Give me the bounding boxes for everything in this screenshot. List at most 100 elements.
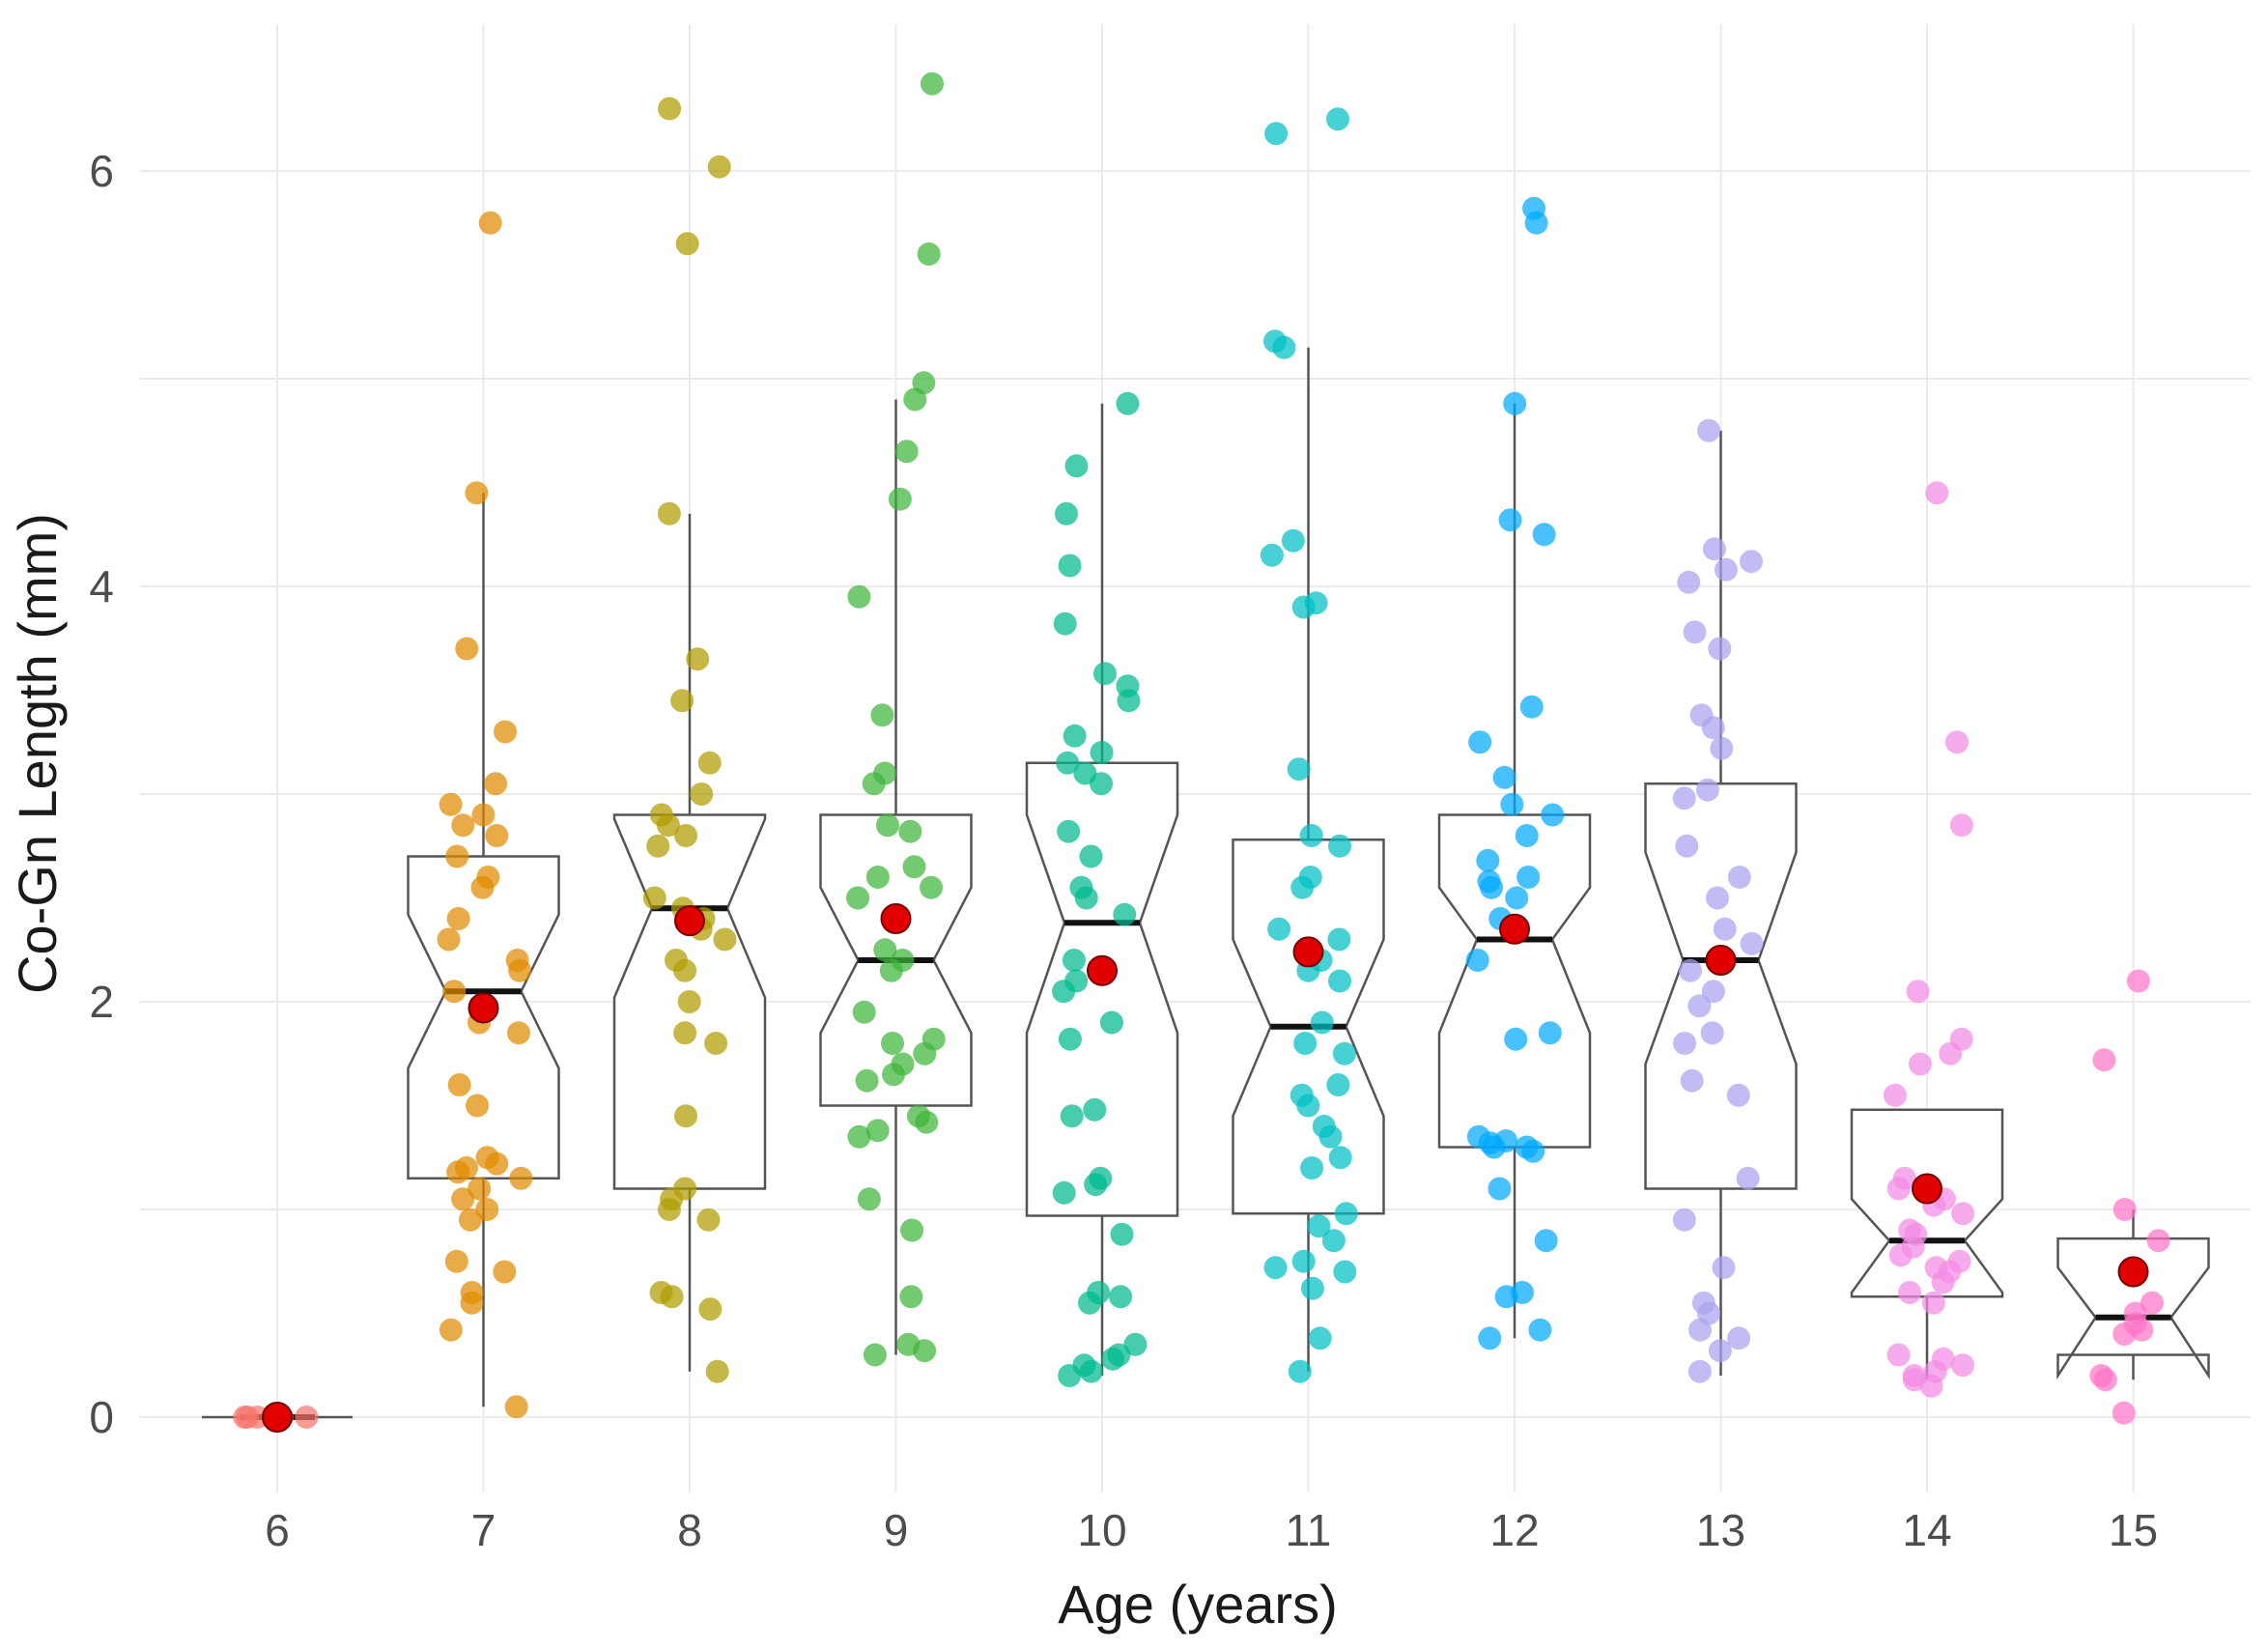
data-point xyxy=(1321,1229,1346,1253)
jitter-points-layer xyxy=(233,71,2170,1429)
data-point xyxy=(1310,1010,1334,1035)
data-point xyxy=(1482,1135,1506,1159)
x-tick-labels: 6 7 8 9 10 11 12 13 14 15 xyxy=(265,1505,2158,1555)
data-point xyxy=(920,71,944,96)
data-point xyxy=(846,886,870,910)
data-point xyxy=(660,1285,684,1309)
data-point xyxy=(446,907,470,930)
data-point xyxy=(2146,1229,2170,1253)
data-point xyxy=(1272,335,1296,359)
data-point xyxy=(670,689,695,713)
data-point xyxy=(1264,122,1289,146)
mean-markers-layer xyxy=(262,903,2149,1433)
data-point xyxy=(1517,866,1541,889)
data-point xyxy=(1123,1332,1148,1356)
data-point xyxy=(1675,834,1699,858)
data-point xyxy=(898,819,922,843)
data-point xyxy=(1944,730,1969,754)
data-point xyxy=(1498,508,1522,532)
data-point xyxy=(493,1260,517,1284)
data-point xyxy=(446,1160,470,1184)
data-point xyxy=(233,1406,257,1429)
data-point xyxy=(1710,736,1734,760)
data-point xyxy=(1090,772,1114,796)
data-point xyxy=(1950,1353,1974,1378)
data-point xyxy=(1673,1032,1697,1055)
data-point xyxy=(879,958,903,982)
data-point xyxy=(1333,1260,1357,1284)
data-point xyxy=(920,875,944,899)
data-point xyxy=(1524,211,1548,235)
data-point xyxy=(1300,1156,1324,1180)
data-point xyxy=(863,1343,887,1367)
data-point xyxy=(1267,917,1291,941)
data-point xyxy=(899,1285,923,1309)
y-axis-title: Co-Gn Length (mm) xyxy=(7,513,68,994)
data-point xyxy=(1287,757,1311,782)
data-point xyxy=(439,1318,463,1342)
data-point xyxy=(1064,454,1089,478)
data-point xyxy=(696,1208,721,1232)
data-point xyxy=(1695,778,1719,802)
data-point xyxy=(1672,786,1696,810)
data-point xyxy=(444,1249,468,1273)
data-point xyxy=(1327,927,1351,952)
data-point xyxy=(1101,1347,1125,1371)
data-point xyxy=(1503,391,1527,415)
data-point xyxy=(1888,1243,1913,1267)
data-point xyxy=(506,1021,530,1045)
data-point xyxy=(1906,980,1930,1004)
y-tick-label: 0 xyxy=(89,1392,114,1442)
x-axis-title: Age (years) xyxy=(1058,1574,1337,1635)
mean-marker xyxy=(1087,954,1118,986)
data-point xyxy=(1680,1068,1704,1093)
data-point xyxy=(458,1208,482,1232)
data-point xyxy=(1052,1180,1076,1205)
data-point xyxy=(1083,1097,1107,1122)
data-point xyxy=(1727,1326,1751,1350)
data-point xyxy=(1492,765,1517,789)
mean-marker xyxy=(468,992,499,1024)
data-point xyxy=(1326,1073,1350,1096)
data-point xyxy=(1057,819,1081,843)
data-point xyxy=(2093,1368,2117,1392)
data-point xyxy=(1058,554,1082,578)
data-point xyxy=(1886,1177,1911,1201)
data-point xyxy=(903,387,927,412)
data-point xyxy=(1740,931,1764,955)
data-point xyxy=(1325,107,1349,131)
data-point xyxy=(1886,1343,1911,1367)
data-point xyxy=(677,990,701,1013)
data-point xyxy=(1541,803,1565,827)
data-point xyxy=(508,958,532,982)
data-point xyxy=(873,938,897,962)
data-point xyxy=(704,1032,728,1055)
data-point xyxy=(1700,1021,1724,1045)
data-point xyxy=(2092,1048,2116,1072)
data-point xyxy=(913,1339,937,1363)
x-tick-label: 9 xyxy=(884,1505,909,1555)
mean-marker xyxy=(674,905,705,937)
data-point xyxy=(1494,1285,1518,1309)
data-point xyxy=(1708,637,1732,661)
data-point xyxy=(1687,1359,1712,1383)
data-point xyxy=(657,501,681,526)
data-point xyxy=(1291,595,1316,619)
x-tick-label: 11 xyxy=(1286,1505,1332,1555)
y-tick-labels: 0 2 4 6 xyxy=(89,146,114,1442)
data-point xyxy=(658,97,682,121)
data-point xyxy=(455,637,479,661)
data-point xyxy=(686,647,710,671)
data-point xyxy=(1060,1104,1084,1128)
data-point xyxy=(882,1063,906,1087)
mean-marker xyxy=(2117,1256,2149,1288)
data-point xyxy=(656,813,680,838)
data-point xyxy=(855,1068,879,1093)
data-point xyxy=(1736,1166,1760,1190)
data-point xyxy=(646,834,670,858)
notched-box xyxy=(1025,761,1179,1217)
data-point xyxy=(1062,949,1086,972)
data-point xyxy=(1281,528,1305,553)
y-tick-label: 6 xyxy=(89,146,114,196)
y-tick-label: 4 xyxy=(89,561,114,611)
